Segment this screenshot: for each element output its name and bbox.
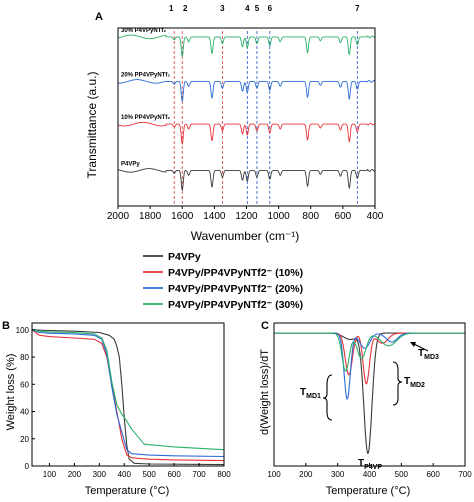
ftir-x-tick-label: 1600 — [171, 211, 194, 222]
ftir-x-tick-label: 600 — [335, 211, 352, 222]
tga-y-tick-label: 0 — [25, 462, 30, 471]
tga-panel: B 100 200 300 400 500 600 700 800 0 20 40 60 80 100 T… — [2, 320, 231, 497]
ftir-x-tick-label: 1000 — [268, 211, 291, 222]
ftir-marker-label: 5 — [255, 4, 260, 13]
ftir-x-tick-label: 1400 — [203, 211, 226, 222]
dtg-x-tick-label: 700 — [458, 470, 472, 479]
tmd2-label: TMD2 — [404, 376, 425, 389]
legend-label: P4VPy/PP4VPyNTf2⁻ (10%) — [168, 267, 303, 279]
ftir-marker-label: 3 — [220, 4, 225, 13]
dtg-y-axis-label: d(Weight loss)/dT — [259, 349, 271, 435]
dtg-x-tick-label: 500 — [395, 470, 409, 479]
tga-x-axis-label: Temperature (°C) — [85, 485, 169, 497]
ftir-marker-label: 1 — [169, 4, 174, 13]
ftir-marker-label: 4 — [245, 4, 250, 13]
tmd1-label: TMD1 — [300, 387, 321, 400]
tga-y-tick-label: 20 — [20, 435, 29, 444]
dtg-x-tick-label: 200 — [299, 470, 313, 479]
tga-y-tick-label: 60 — [20, 380, 29, 389]
ftir-marker-label: 6 — [268, 4, 273, 13]
tp4vp-label: TP4VP — [358, 458, 382, 471]
ftir-series-line — [117, 168, 376, 192]
tga-plot-frame — [31, 322, 225, 467]
tga-x-tick-label: 800 — [217, 470, 231, 479]
ftir-series-label: P4VPy — [121, 161, 140, 167]
panel-label-c: C — [261, 320, 269, 332]
ftir-x-tick-label: 1200 — [235, 211, 258, 222]
legend-label: P4VPy/PP4VPyNTf2⁻ (20%) — [168, 283, 303, 295]
tmd3-label: TMD3 — [418, 348, 439, 361]
tga-x-tick-label: 500 — [143, 470, 157, 479]
tga-series-line — [31, 329, 225, 466]
panel-label-b: B — [2, 320, 10, 332]
tga-x-tick-label: 200 — [68, 470, 82, 479]
dtg-annotations: TMD1 TMD2 TMD3 TP4VP — [300, 342, 439, 471]
ftir-x-tick-label: 400 — [367, 211, 384, 222]
legend-label: P4VPy — [168, 251, 201, 263]
ftir-series-label: 30% P4VPyNTf₂ — [121, 28, 166, 34]
tga-series-line — [31, 329, 225, 462]
ftir-marker-label: 2 — [183, 4, 188, 13]
ftir-series-line — [118, 79, 376, 103]
tga-x-tick-label: 400 — [118, 470, 132, 479]
dtg-x-tick-label: 400 — [363, 470, 377, 479]
ftir-series-line — [117, 34, 375, 58]
ftir-x-tick-label: 2000 — [107, 211, 130, 222]
panel-label-a: A — [95, 11, 103, 23]
ftir-x-axis-label: Wavenumber (cm⁻¹) — [191, 229, 300, 243]
dtg-x-tick-label: 300 — [331, 470, 345, 479]
tga-x-tick-label: 600 — [167, 470, 181, 479]
legend: P4VPy P4VPy/PP4VPyNTf2⁻ (10%) P4VPy/PP4VPy… — [143, 251, 303, 311]
ftir-series-label: 20% PP4VPyNTf₂ — [121, 72, 170, 78]
ftir-series-line — [118, 121, 376, 145]
tga-series-line — [31, 329, 225, 451]
dtg-panel: C 100 200 300 400 500 600 700 TMD1 TMD2 TMD3 T… — [259, 320, 472, 497]
tmd2-bracket — [392, 361, 403, 406]
ftir-series-label: 10% PP4VPyNTf₂ — [121, 115, 170, 121]
tga-y-axis-label: Weight loss (%) — [5, 354, 17, 431]
tga-y-tick-label: 100 — [16, 326, 30, 335]
legend-label: P4VPy/PP4VPyNTf2⁻ (30%) — [168, 299, 303, 311]
tga-x-tick-label: 100 — [43, 470, 57, 479]
tga-y-tick-label: 80 — [20, 353, 29, 362]
tga-x-tick-label: 700 — [192, 470, 206, 479]
dtg-x-tick-label: 100 — [267, 470, 281, 479]
tmd3-arrowhead — [410, 342, 416, 347]
tga-series-line — [31, 329, 225, 458]
tmd1-bracket — [322, 374, 333, 421]
tga-y-tick-label: 40 — [20, 408, 29, 417]
dtg-series-line — [274, 332, 465, 372]
ftir-x-tick-label: 1800 — [139, 211, 162, 222]
dtg-x-axis-label: Temperature (°C) — [326, 485, 410, 497]
ftir-x-tick-label: 800 — [302, 211, 319, 222]
dtg-x-tick-label: 600 — [426, 470, 440, 479]
tga-x-tick-label: 300 — [93, 470, 107, 479]
ftir-marker-label: 7 — [355, 4, 360, 13]
ftir-y-axis-label: Transmittance (a.u.) — [85, 72, 99, 179]
